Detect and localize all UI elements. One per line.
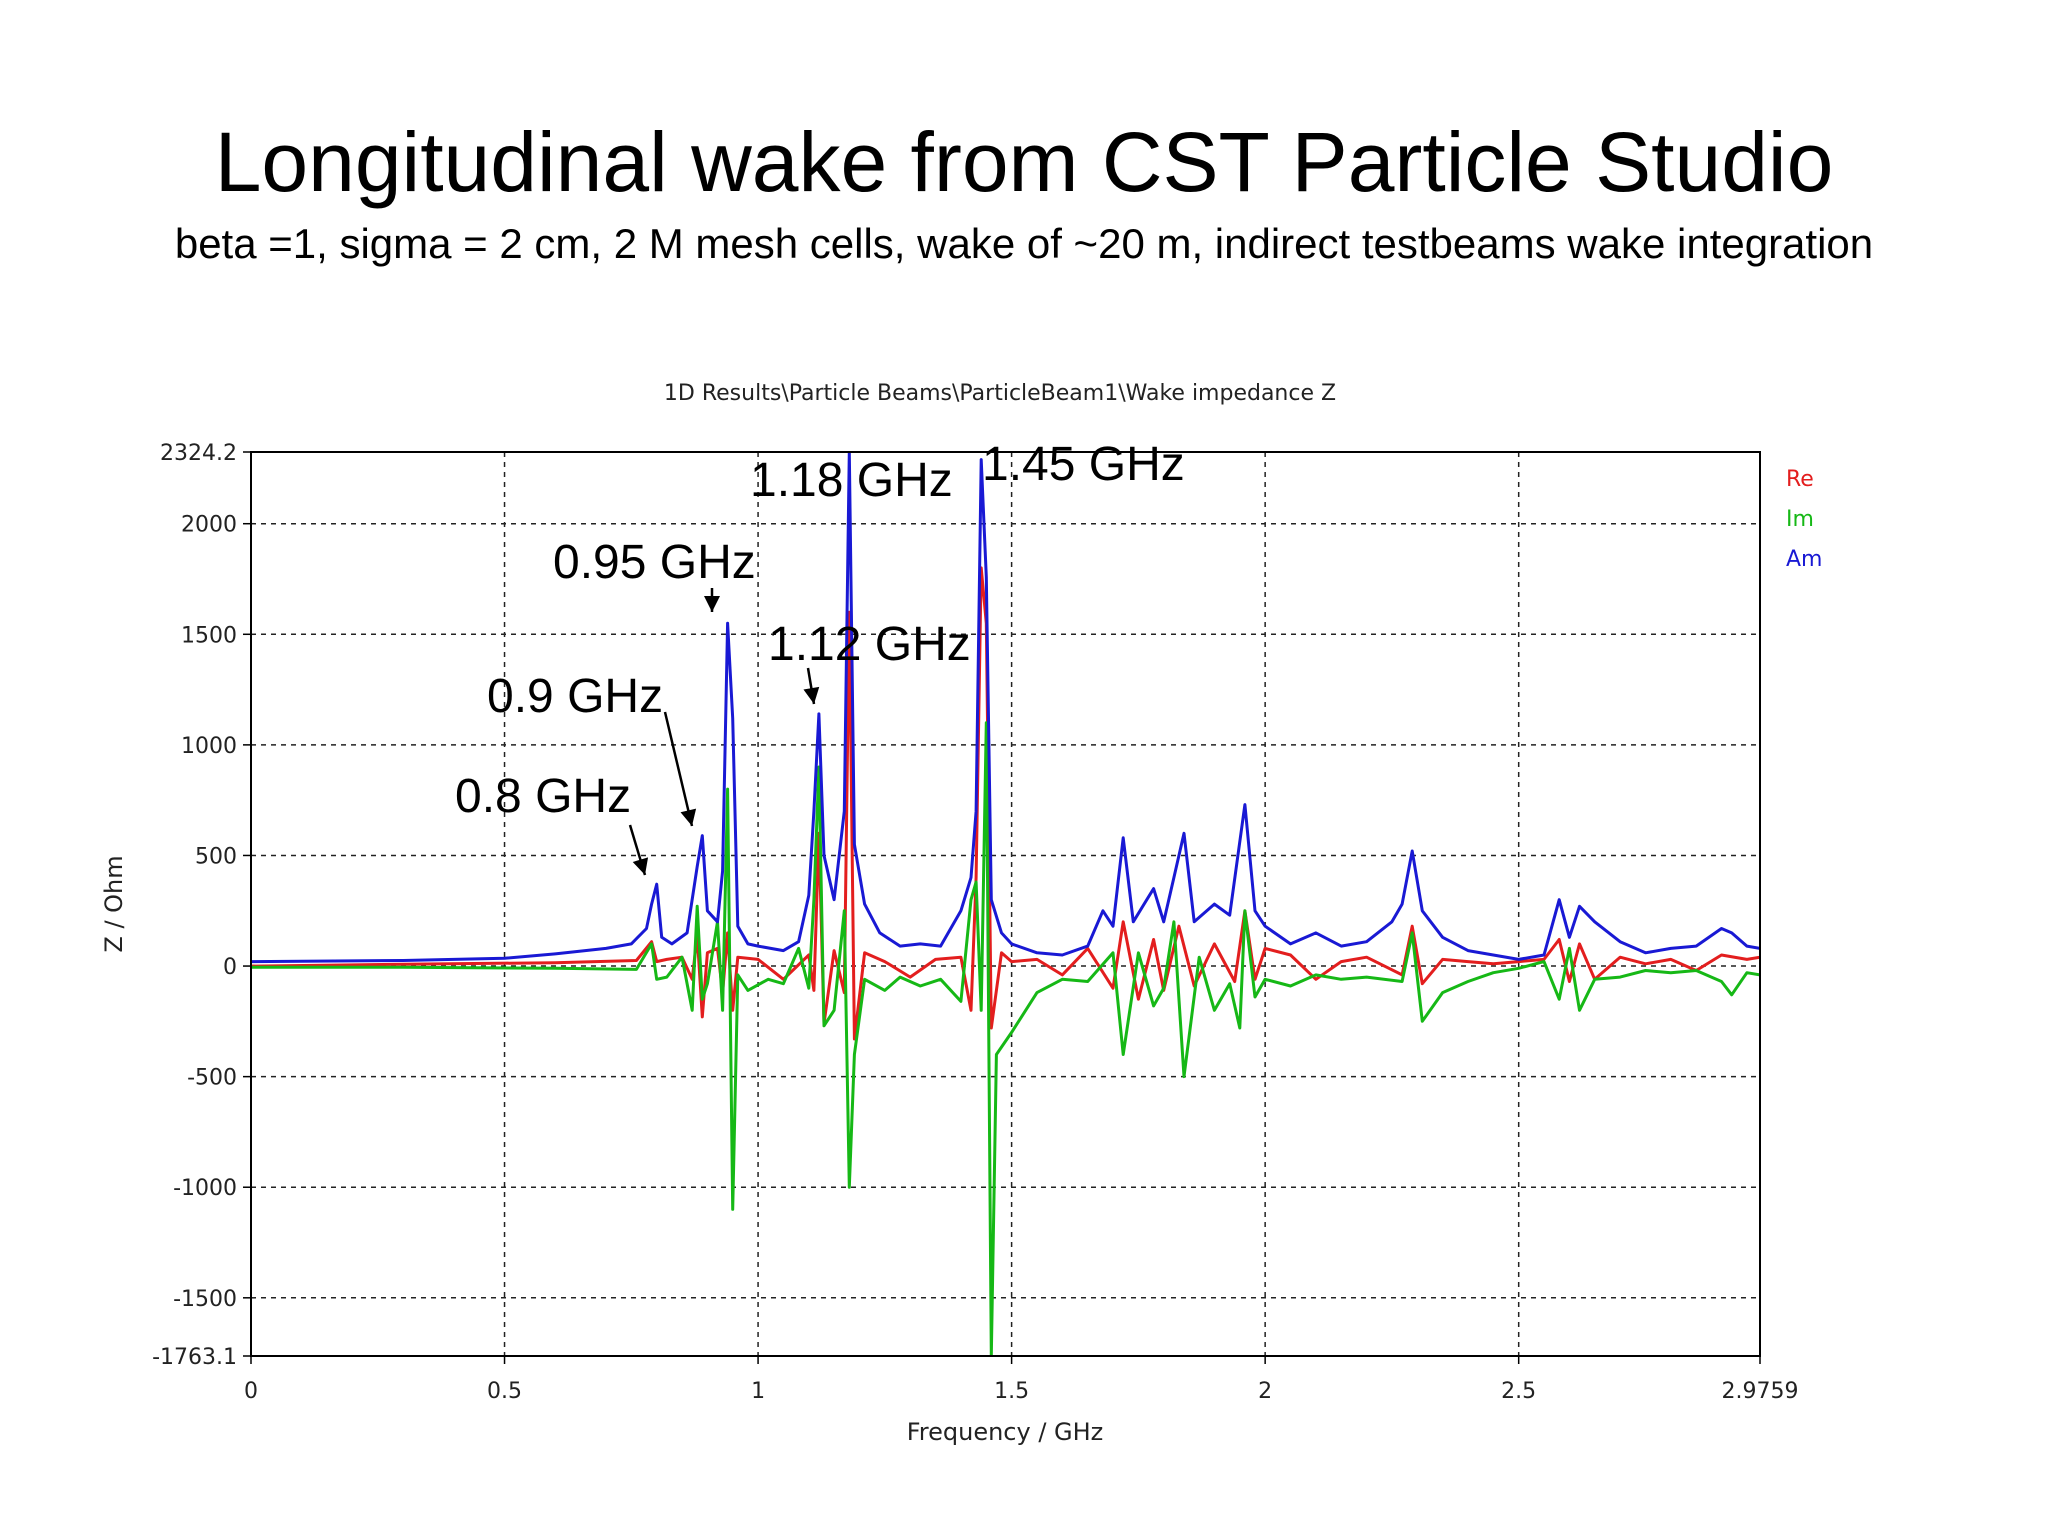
y-tick-label: 2000 [181, 513, 237, 538]
y-tick-label: -1000 [173, 1176, 237, 1201]
peak-annotation: 0.9 GHz [487, 670, 663, 723]
peak-annotation: 1.45 GHz [982, 438, 1185, 491]
x-tick-label: 1.5 [994, 1379, 1029, 1404]
x-axis-label: Frequency / GHz [907, 1418, 1104, 1446]
x-tick-label: 1 [751, 1379, 765, 1404]
legend-entry-im: Im [1786, 507, 1814, 532]
peak-annotation: 1.18 GHz [750, 454, 953, 507]
x-axis-ticks: 0 0.5 1 1.5 2 2.5 2.9759 [244, 1356, 1798, 1404]
series-line-im [251, 721, 1760, 1356]
legend-entry-am: Am [1786, 547, 1822, 572]
series-layer [251, 452, 1760, 1356]
legend: Re Im Am [1786, 467, 1822, 572]
x-tick-label: 2 [1258, 1379, 1272, 1404]
peak-annotation: 0.95 GHz [553, 536, 756, 589]
y-tick-label: -500 [187, 1066, 237, 1091]
annotation-arrow-head [704, 596, 720, 612]
series-line-am [251, 452, 1760, 964]
chart-title: 1D Results\Particle Beams\ParticleBeam1\… [664, 381, 1336, 406]
y-tick-label: 0 [223, 955, 237, 980]
slide-subtitle: beta =1, sigma = 2 cm, 2 M mesh cells, w… [174, 220, 1874, 267]
legend-entry-re: Re [1786, 467, 1814, 492]
grid [251, 452, 1760, 1356]
x-tick-label: 0.5 [487, 1379, 522, 1404]
y-tick-label: -1763.1 [152, 1345, 237, 1370]
y-axis-ticks: -1763.1 -1500 -1000 -500 0 500 1000 1500 2000 232… [152, 441, 251, 1370]
slide-title: Longitudinal wake from CST Particle Stud… [214, 115, 1834, 209]
x-tick-label: 2.5 [1501, 1379, 1536, 1404]
annotation-arrow-shaft [663, 711, 694, 827]
y-tick-label: 1000 [181, 734, 237, 759]
peak-annotation: 1.12 GHz [768, 618, 971, 671]
annotation-arrow-head [680, 808, 697, 826]
x-tick-label: 0 [244, 1379, 258, 1404]
x-tick-label: 2.9759 [1722, 1379, 1799, 1404]
annotation-arrow-head [803, 686, 820, 704]
plot-area [250, 451, 1761, 1357]
peak-annotation: 0.8 GHz [455, 770, 631, 823]
y-tick-label: -1500 [173, 1287, 237, 1312]
y-tick-label: 500 [195, 844, 237, 869]
annotation-arrow-head [632, 857, 649, 875]
y-tick-label: 2324.2 [160, 441, 237, 466]
y-tick-label: 1500 [181, 623, 237, 648]
y-axis-label: Z / Ohm [100, 855, 128, 952]
